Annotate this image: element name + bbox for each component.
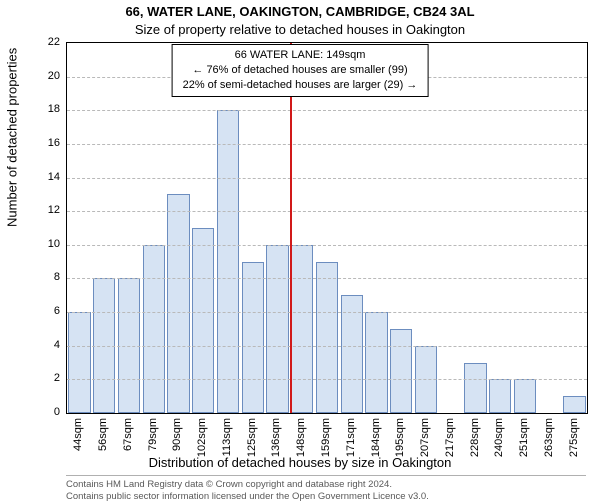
bar xyxy=(489,379,511,413)
y-tick-label: 12 xyxy=(30,204,60,216)
x-tick-label: 195sqm xyxy=(394,418,406,457)
x-tick-label: 207sqm xyxy=(419,418,431,457)
x-tick-label: 148sqm xyxy=(295,418,307,457)
footer-line: Contains HM Land Registry data © Crown c… xyxy=(66,479,586,491)
gridline xyxy=(67,144,587,145)
chart-container: 66, WATER LANE, OAKINGTON, CAMBRIDGE, CB… xyxy=(0,0,600,500)
gridline xyxy=(67,346,587,347)
annotation-box: 66 WATER LANE: 149sqm ← 76% of detached … xyxy=(172,44,429,97)
x-tick-label: 251sqm xyxy=(518,418,530,457)
y-tick-label: 0 xyxy=(30,406,60,418)
x-tick-label: 136sqm xyxy=(270,418,282,457)
x-tick-label: 240sqm xyxy=(493,418,505,457)
gridline xyxy=(67,278,587,279)
x-tick-label: 67sqm xyxy=(122,418,134,451)
annotation-line: ← 76% of detached houses are smaller (99… xyxy=(183,63,418,78)
x-tick-label: 79sqm xyxy=(147,418,159,451)
bar xyxy=(242,262,264,413)
x-tick-label: 56sqm xyxy=(97,418,109,451)
bar xyxy=(266,245,288,413)
gridline xyxy=(67,110,587,111)
y-tick-label: 16 xyxy=(30,137,60,149)
gridline xyxy=(67,211,587,212)
footer-line: Contains public sector information licen… xyxy=(66,491,586,503)
y-tick-label: 8 xyxy=(30,271,60,283)
x-tick-label: 275sqm xyxy=(568,418,580,457)
x-axis-title: Distribution of detached houses by size … xyxy=(0,455,600,470)
title-sub: Size of property relative to detached ho… xyxy=(0,22,600,37)
x-tick-label: 263sqm xyxy=(543,418,555,457)
bars-layer xyxy=(67,43,587,413)
bar xyxy=(390,329,412,413)
x-tick-label: 184sqm xyxy=(370,418,382,457)
y-tick-label: 4 xyxy=(30,339,60,351)
gridline xyxy=(67,379,587,380)
marker-line xyxy=(290,43,292,413)
bar xyxy=(217,110,239,413)
bar xyxy=(291,245,313,413)
gridline xyxy=(67,245,587,246)
x-tick-label: 125sqm xyxy=(246,418,258,457)
title-main: 66, WATER LANE, OAKINGTON, CAMBRIDGE, CB… xyxy=(0,4,600,19)
footer: Contains HM Land Registry data © Crown c… xyxy=(66,475,586,503)
bar xyxy=(143,245,165,413)
x-tick-label: 113sqm xyxy=(221,418,233,456)
bar xyxy=(192,228,214,413)
x-tick-label: 159sqm xyxy=(320,418,332,457)
annotation-line: 22% of semi-detached houses are larger (… xyxy=(183,78,418,93)
bar xyxy=(514,379,536,413)
y-tick-label: 22 xyxy=(30,36,60,48)
y-tick-label: 18 xyxy=(30,103,60,115)
y-tick-label: 6 xyxy=(30,305,60,317)
x-tick-label: 90sqm xyxy=(171,418,183,451)
bar xyxy=(316,262,338,413)
x-tick-label: 171sqm xyxy=(345,418,357,457)
bar xyxy=(365,312,387,413)
annotation-line: 66 WATER LANE: 149sqm xyxy=(183,48,418,63)
y-tick-label: 10 xyxy=(30,238,60,250)
gridline xyxy=(67,312,587,313)
y-tick-label: 14 xyxy=(30,171,60,183)
y-tick-label: 2 xyxy=(30,372,60,384)
y-axis-title: Number of detached properties xyxy=(5,48,20,227)
bar xyxy=(68,312,90,413)
y-tick-label: 20 xyxy=(30,70,60,82)
x-tick-label: 102sqm xyxy=(196,418,208,457)
x-tick-label: 228sqm xyxy=(469,418,481,457)
plot-area xyxy=(66,42,588,414)
gridline xyxy=(67,178,587,179)
x-tick-label: 217sqm xyxy=(444,418,456,457)
x-tick-label: 44sqm xyxy=(72,418,84,451)
bar xyxy=(563,396,585,413)
bar xyxy=(464,363,486,413)
